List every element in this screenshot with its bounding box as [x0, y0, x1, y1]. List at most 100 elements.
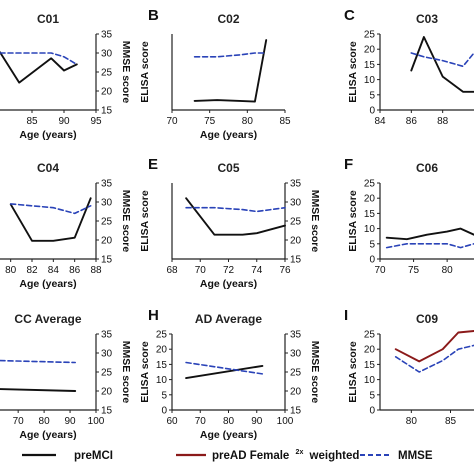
x-tick-label-cc-3: 100 — [88, 416, 105, 427]
y-left-tick-label-c03-3: 15 — [364, 60, 376, 71]
series-line-premci-c02 — [193, 39, 268, 103]
y-axis-label-left-c02: ELISA score — [139, 41, 151, 103]
series-line-premci-c04 — [9, 197, 92, 242]
x-tick-label-ad-3: 90 — [251, 416, 263, 427]
x-tick-label-ad-0: 60 — [166, 416, 178, 427]
y-axis-label-right-c01: MMSE score — [120, 41, 132, 104]
series-line-mmse-cc — [0, 359, 76, 364]
panel-label-ad: H — [148, 307, 159, 324]
panel-ad: H AD Average 60 70 80 90 100 0 5 10 15 20 25 15 20 25 30… — [139, 307, 321, 441]
y-left-tick-label-c06-2: 10 — [364, 224, 376, 235]
series-line-mmse-c06 — [385, 243, 474, 249]
x-tick-label-ad-4: 100 — [277, 416, 294, 427]
x-tick-label-c02-1: 75 — [204, 116, 216, 127]
y-right-tick-label-c04-1: 20 — [101, 236, 113, 247]
y-left-tick-label-c06-4: 20 — [364, 194, 376, 205]
series-line-premci-c03 — [410, 36, 474, 93]
y-right-tick-label-c01-2: 25 — [101, 68, 113, 79]
series-line-mmse-c03 — [410, 52, 474, 68]
y-right-tick-label-c05-1: 20 — [290, 236, 302, 247]
y-left-tick-label-c03-4: 20 — [364, 45, 376, 56]
y-axis-label-left-c06: ELISA score — [347, 190, 359, 252]
x-axis-label-ad: Age (years) — [200, 429, 257, 441]
x-axis-label-c05: Age (years) — [200, 278, 257, 290]
y-left-tick-label-c09-3: 15 — [364, 360, 376, 371]
y-axis-label-left-c05: ELISA score — [139, 190, 151, 252]
x-tick-label-c06-0: 70 — [374, 265, 386, 276]
legend-label-pread-suffix: weighted — [309, 450, 360, 462]
y-left-tick-label-ad-3: 15 — [156, 360, 168, 371]
y-axis-label-left-c09: ELISA score — [347, 341, 359, 403]
x-axis-label-c02: Age (years) — [200, 129, 257, 141]
panel-c06: F C06 70 75 80 0 5 10 15 20 25 ELISA score — [344, 156, 474, 276]
y-left-tick-label-c06-5: 25 — [364, 179, 376, 190]
legend-label-pread-sup: 2x — [296, 449, 304, 456]
y-right-tick-label-ad-0: 15 — [290, 406, 302, 417]
x-tick-label-c05-1: 70 — [195, 265, 207, 276]
x-tick-label-c02-2: 80 — [242, 116, 254, 127]
y-right-tick-label-c05-2: 25 — [290, 217, 302, 228]
x-tick-label-c06-1: 75 — [408, 265, 420, 276]
panel-c03: C C03 84 86 88 0 5 10 15 20 25 ELISA score — [344, 7, 474, 127]
y-left-tick-label-c06-3: 15 — [364, 209, 376, 220]
y-right-tick-label-ad-2: 25 — [290, 368, 302, 379]
series-line-mmse-c05 — [185, 206, 286, 213]
x-tick-label-c04-3: 86 — [69, 265, 81, 276]
y-left-tick-label-ad-2: 10 — [156, 375, 168, 386]
panel-label-c09: I — [344, 307, 348, 324]
panel-title-c04: C04 — [37, 161, 59, 175]
y-left-tick-label-c03-5: 25 — [364, 30, 376, 41]
y-left-tick-label-ad-4: 20 — [156, 345, 168, 356]
y-axis-label-right-ad: MMSE score — [309, 341, 321, 404]
panel-label-c05: E — [148, 156, 158, 173]
panel-title-c02: C02 — [217, 12, 239, 26]
x-tick-label-ad-2: 80 — [223, 416, 235, 427]
panel-title-c03: C03 — [416, 12, 438, 26]
panel-title-c09: C09 — [416, 312, 438, 326]
series-line-premci-cc — [0, 388, 77, 392]
y-left-tick-label-c03-1: 5 — [369, 90, 375, 101]
series-line-mmse-c02 — [193, 52, 268, 58]
series-line-premci-c05 — [185, 197, 286, 236]
x-axis-label-c01: Age (years) — [19, 129, 76, 141]
series-line-premci-c06 — [385, 227, 474, 241]
y-left-tick-label-c09-0: 0 — [369, 406, 375, 417]
x-tick-label-c01-0: 85 — [26, 116, 38, 127]
x-tick-label-c04-0: 80 — [5, 265, 17, 276]
y-right-tick-label-ad-1: 20 — [290, 387, 302, 398]
y-left-tick-label-ad-1: 5 — [161, 390, 167, 401]
panel-title-cc: CC Average — [14, 312, 81, 326]
panel-label-c02: B — [148, 7, 159, 24]
series-line-mmse-ad — [185, 361, 264, 375]
series-line-premci-c01 — [0, 51, 78, 84]
x-tick-label-c04-1: 82 — [26, 265, 38, 276]
y-axis-label-left-ad: ELISA score — [139, 341, 151, 403]
y-right-tick-label-c04-0: 15 — [101, 255, 113, 266]
x-tick-label-c05-4: 76 — [279, 265, 291, 276]
series-line-pread-c09 — [394, 330, 474, 363]
x-axis-label-cc: Age (years) — [19, 429, 76, 441]
y-axis-label-left-c03: ELISA score — [347, 41, 359, 103]
x-tick-label-c06-2: 80 — [442, 265, 454, 276]
panel-title-c01: C01 — [37, 12, 59, 26]
x-tick-label-c03-1: 86 — [406, 116, 418, 127]
legend-label-pread-text: preAD Female — [212, 450, 289, 462]
panel-title-c06: C06 — [416, 161, 438, 175]
x-tick-label-c01-2: 95 — [90, 116, 102, 127]
x-tick-label-cc-0: 70 — [13, 416, 25, 427]
legend: preMCI preAD Female 2x weighted MMSE — [22, 449, 433, 462]
panel-grid: C01 85 90 95 15 20 25 30 35 Age (years) MMSE score… — [0, 7, 474, 441]
series-line-mmse-c09 — [394, 344, 474, 373]
y-right-tick-label-c04-2: 25 — [101, 217, 113, 228]
y-left-tick-label-c09-4: 20 — [364, 345, 376, 356]
x-tick-label-cc-1: 80 — [39, 416, 51, 427]
x-tick-label-c04-4: 88 — [90, 265, 102, 276]
y-right-tick-label-ad-4: 35 — [290, 330, 302, 341]
y-right-tick-label-ad-3: 30 — [290, 349, 302, 360]
series-line-premci-ad — [185, 364, 264, 380]
